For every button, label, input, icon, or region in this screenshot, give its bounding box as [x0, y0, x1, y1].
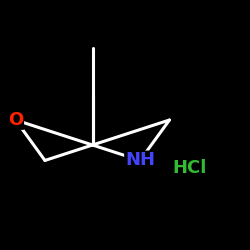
Text: NH: NH — [125, 152, 155, 170]
Text: O: O — [8, 111, 23, 129]
Text: HCl: HCl — [173, 159, 207, 177]
